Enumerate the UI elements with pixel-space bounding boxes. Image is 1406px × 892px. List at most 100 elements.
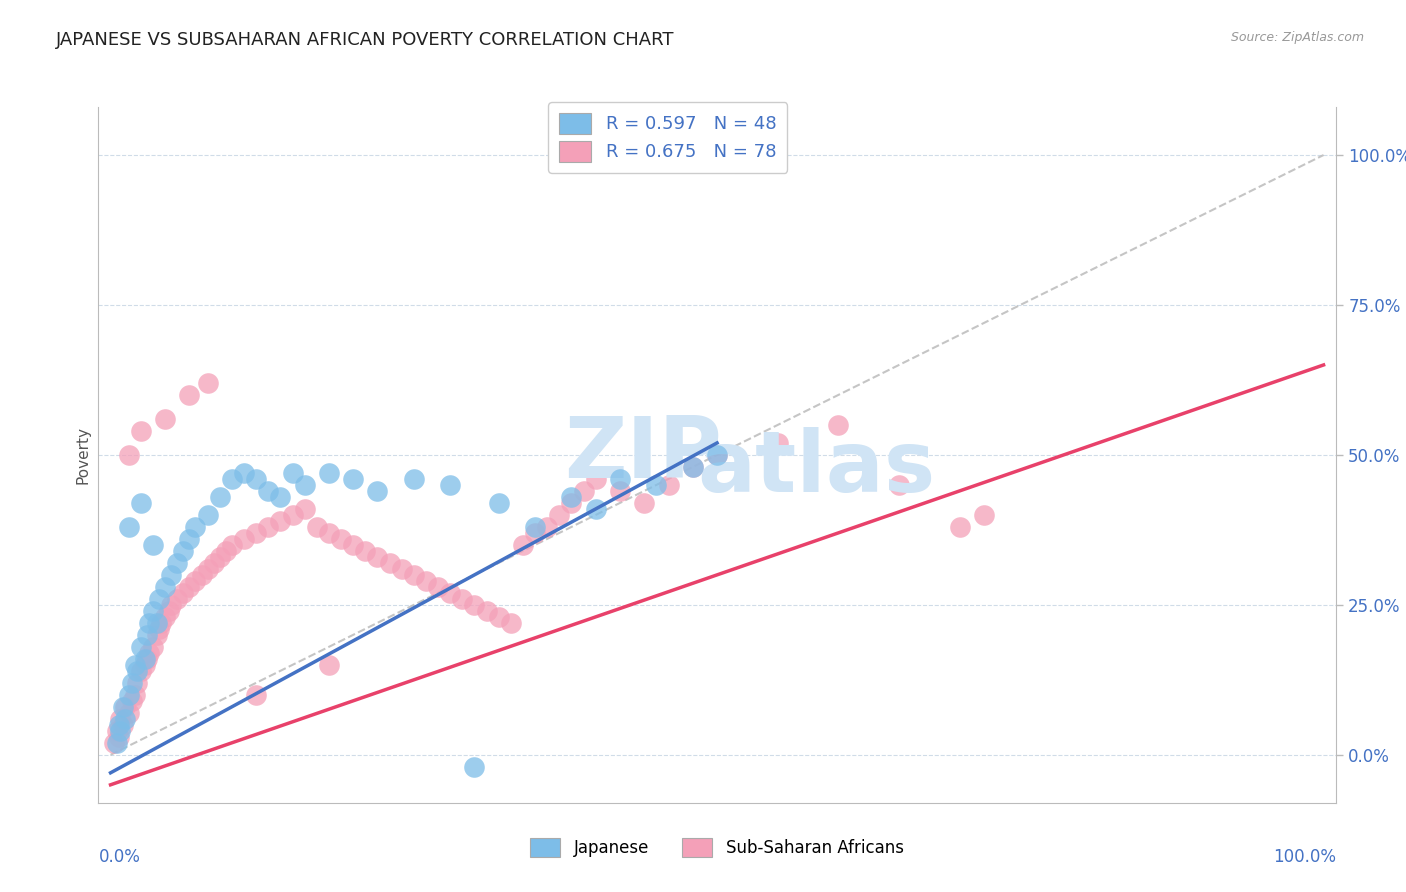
Point — [136, 628, 159, 642]
Point — [475, 604, 498, 618]
Point — [439, 478, 461, 492]
Point — [366, 483, 388, 498]
Point — [142, 640, 165, 654]
Point — [488, 610, 510, 624]
Point — [378, 556, 401, 570]
Point — [197, 508, 219, 522]
Point — [111, 699, 134, 714]
Point — [560, 490, 582, 504]
Point — [257, 520, 280, 534]
Point — [682, 459, 704, 474]
Point — [536, 520, 558, 534]
Point — [402, 567, 425, 582]
Point — [145, 628, 167, 642]
Point — [127, 664, 149, 678]
Point — [124, 657, 146, 672]
Point — [179, 580, 201, 594]
Legend: Japanese, Sub-Saharan Africans: Japanese, Sub-Saharan Africans — [523, 831, 911, 864]
Point — [633, 496, 655, 510]
Point — [129, 424, 152, 438]
Point — [548, 508, 571, 522]
Point — [153, 610, 176, 624]
Text: ZIP: ZIP — [564, 413, 721, 497]
Point — [488, 496, 510, 510]
Point — [202, 556, 225, 570]
Point — [129, 664, 152, 678]
Point — [233, 466, 256, 480]
Point — [208, 549, 231, 564]
Point — [166, 591, 188, 606]
Point — [463, 760, 485, 774]
Point — [439, 586, 461, 600]
Point — [305, 520, 328, 534]
Point — [190, 567, 212, 582]
Point — [138, 646, 160, 660]
Point — [134, 652, 156, 666]
Point — [118, 448, 141, 462]
Point — [354, 544, 377, 558]
Y-axis label: Poverty: Poverty — [75, 425, 90, 484]
Point — [366, 549, 388, 564]
Text: 0.0%: 0.0% — [98, 848, 141, 866]
Point — [221, 472, 243, 486]
Point — [150, 615, 173, 630]
Point — [103, 736, 125, 750]
Point — [257, 483, 280, 498]
Point — [233, 532, 256, 546]
Point — [245, 525, 267, 540]
Point — [108, 718, 131, 732]
Point — [105, 736, 128, 750]
Point — [657, 478, 679, 492]
Point — [134, 657, 156, 672]
Point — [221, 538, 243, 552]
Point — [524, 520, 547, 534]
Point — [706, 448, 728, 462]
Point — [572, 483, 595, 498]
Point — [184, 520, 207, 534]
Point — [269, 490, 291, 504]
Point — [391, 562, 413, 576]
Point — [512, 538, 534, 552]
Point — [136, 652, 159, 666]
Point — [524, 525, 547, 540]
Point — [318, 525, 340, 540]
Point — [166, 556, 188, 570]
Point — [208, 490, 231, 504]
Text: JAPANESE VS SUBSAHARAN AFRICAN POVERTY CORRELATION CHART: JAPANESE VS SUBSAHARAN AFRICAN POVERTY C… — [56, 31, 675, 49]
Point — [111, 718, 134, 732]
Point — [609, 483, 631, 498]
Text: atlas: atlas — [697, 427, 935, 510]
Point — [269, 514, 291, 528]
Point — [114, 699, 136, 714]
Point — [153, 580, 176, 594]
Point — [124, 688, 146, 702]
Point — [609, 472, 631, 486]
Point — [197, 562, 219, 576]
Point — [114, 712, 136, 726]
Point — [281, 508, 304, 522]
Point — [281, 466, 304, 480]
Point — [153, 412, 176, 426]
Point — [949, 520, 972, 534]
Point — [118, 688, 141, 702]
Point — [415, 574, 437, 588]
Point — [145, 615, 167, 630]
Point — [184, 574, 207, 588]
Point — [121, 676, 143, 690]
Point — [105, 723, 128, 738]
Point — [129, 640, 152, 654]
Point — [645, 478, 668, 492]
Point — [245, 472, 267, 486]
Point — [342, 472, 364, 486]
Point — [118, 706, 141, 720]
Point — [148, 591, 170, 606]
Point — [499, 615, 522, 630]
Point — [138, 615, 160, 630]
Point — [172, 586, 194, 600]
Point — [318, 657, 340, 672]
Point — [330, 532, 353, 546]
Point — [179, 532, 201, 546]
Point — [127, 676, 149, 690]
Point — [129, 496, 152, 510]
Point — [157, 604, 180, 618]
